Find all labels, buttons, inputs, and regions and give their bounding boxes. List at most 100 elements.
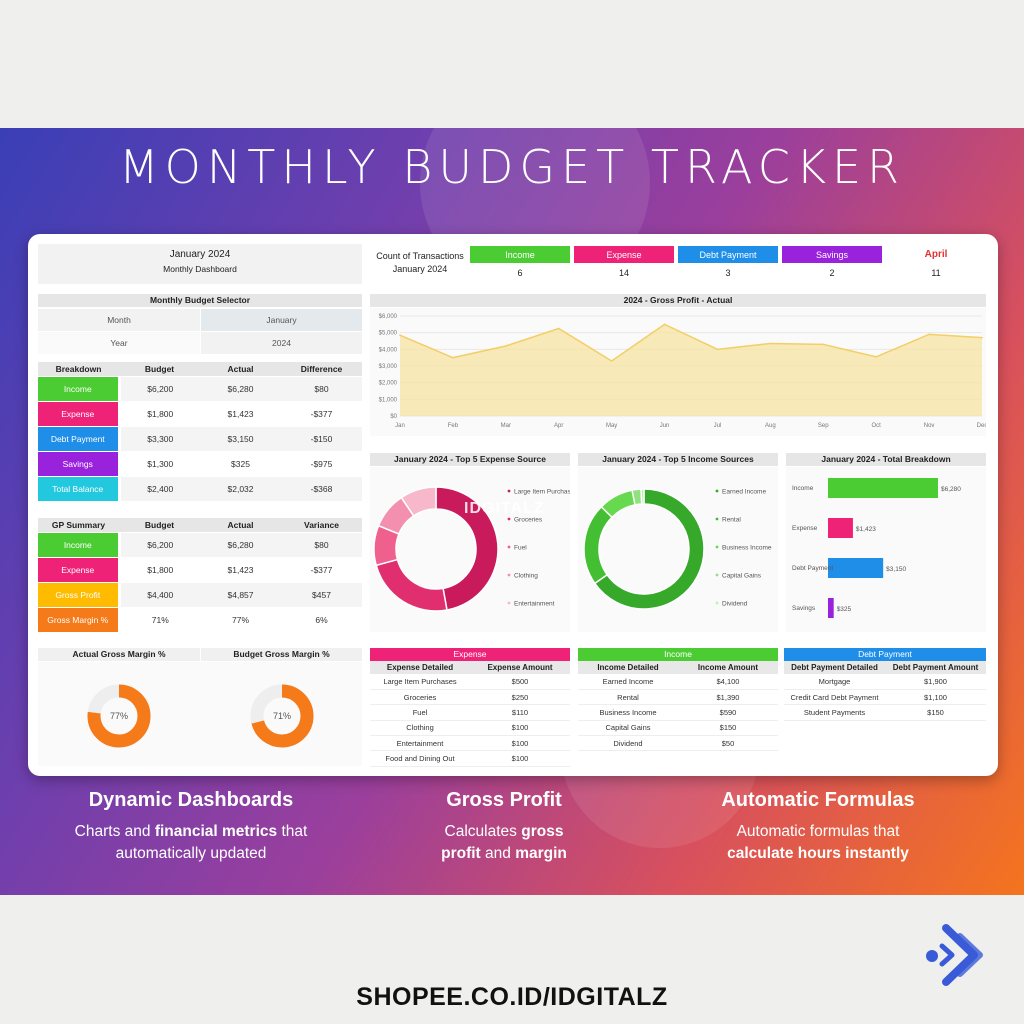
data-point <box>505 345 507 347</box>
legend-label: Business Income <box>722 545 772 552</box>
expense-band: Expense <box>370 648 570 661</box>
row-amount: $150 <box>678 720 778 737</box>
x-tick-label: Sep <box>818 423 829 429</box>
row-budget: 71% <box>119 607 200 633</box>
table-row: Gross Profit $4,400 $4,857 $457 <box>38 582 362 608</box>
table-row: Large Item Purchases $500 <box>370 674 570 690</box>
table-row: Expense $1,800 $1,423 -$377 <box>38 401 362 427</box>
row-label: Fuel <box>370 704 470 721</box>
pie-slice <box>593 488 705 610</box>
row-label: Mortgage <box>784 674 885 690</box>
table-header: Difference <box>281 362 362 377</box>
table-header: Budget <box>119 362 200 377</box>
table-header: Debt Payment Detailed <box>784 661 885 674</box>
feature-gp-text: Calculates gross profit and margin <box>441 823 567 862</box>
area-line <box>399 323 983 362</box>
category-label: Income <box>792 485 814 492</box>
data-point <box>399 334 401 336</box>
table-row: Capital Gains $150 <box>578 720 778 737</box>
table-header: GP Summary <box>38 518 119 533</box>
bar <box>828 558 884 578</box>
table-header: Expense Amount <box>470 661 570 674</box>
data-point <box>981 336 983 339</box>
x-tick-label: Aug <box>765 423 776 429</box>
table-row: Earned Income $4,100 <box>578 674 778 690</box>
row-amount: $50 <box>678 735 778 752</box>
row-label: Earned Income <box>578 674 678 690</box>
table-row: Debt Payment $3,300 $3,150 -$150 <box>38 426 362 452</box>
april-value: 11 <box>931 268 941 278</box>
table-header: Income Detailed <box>578 661 678 674</box>
count-label: Count of Transactions <box>376 251 464 261</box>
pie-slice <box>435 486 499 611</box>
selector-title: Monthly Budget Selector <box>38 294 362 307</box>
data-label: $6,280 <box>941 486 961 493</box>
category-label: Savings <box>792 605 816 612</box>
area-series <box>400 324 982 416</box>
table-row: Total Balance $2,400 $2,032 -$368 <box>38 476 362 502</box>
row-label: Dividend <box>578 735 678 752</box>
row-amount: $100 <box>470 735 570 752</box>
row-label: Gross Margin % <box>38 607 121 633</box>
legend-marker <box>507 545 511 549</box>
table-row: Gross Margin % 71% 77% 6% <box>38 607 362 633</box>
bar <box>828 598 834 618</box>
row-amount: $100 <box>470 750 570 767</box>
budget-gauge-value: 71% <box>273 711 291 721</box>
table-header: Variance <box>281 518 362 533</box>
x-tick-label: Dec <box>977 423 986 429</box>
data-label: $325 <box>837 606 852 613</box>
gauge-area: 77% 71% <box>38 662 362 766</box>
row-amount: $1,900 <box>885 674 986 690</box>
x-tick-label: Jun <box>660 423 670 429</box>
feature-formulas-title: Automatic Formulas <box>721 789 915 811</box>
actual-gauge-value: 77% <box>110 711 128 721</box>
legend-label: Dividend <box>722 601 748 608</box>
income-detail: Income Income Detailed Income Amount Earne… <box>578 648 778 752</box>
dashboard-title-box: January 2024 Monthly Dashboard <box>38 244 362 284</box>
row-label: Business Income <box>578 704 678 721</box>
legend-label: Large Item Purchases <box>514 489 570 496</box>
actual-gm-title: Actual Gross Margin % <box>38 648 200 661</box>
income-donut-title: January 2024 - Top 5 Income Sources <box>578 453 778 466</box>
budget-gauge-arc <box>250 684 314 748</box>
expense-detail: Expense Expense Detailed Expense Amount La… <box>370 648 570 767</box>
count-header-savings: Savings <box>782 246 882 263</box>
data-point <box>452 356 454 359</box>
row-actual: 77% <box>200 607 281 633</box>
row-label: Gross Profit <box>38 582 121 608</box>
footer-url[interactable]: SHOPEE.CO.ID/IDGITALZ <box>356 983 668 1011</box>
row-diff: $80 <box>281 376 362 402</box>
data-point <box>610 360 613 362</box>
april-label: April <box>924 249 948 260</box>
row-label: Income <box>38 376 121 402</box>
x-tick-label: Mar <box>501 423 511 429</box>
row-label: Large Item Purchases <box>370 674 470 690</box>
count-header-debt-payment: Debt Payment <box>678 246 778 263</box>
row-amount: $500 <box>470 674 570 690</box>
legend-marker <box>715 489 719 493</box>
dashboard-panel: January 2024 Monthly Dashboard Count of … <box>28 234 998 776</box>
y-tick-label: $5,000 <box>379 331 398 337</box>
y-tick-label: $1,000 <box>379 397 398 403</box>
row-label: Savings <box>38 451 121 477</box>
legend-marker <box>715 601 719 605</box>
year-select[interactable]: 2024 <box>201 332 362 354</box>
data-point <box>557 327 560 330</box>
row-amount: $590 <box>678 704 778 721</box>
legend-label: Rental <box>722 517 741 524</box>
table-row: Savings $1,300 $325 -$975 <box>38 451 362 477</box>
row-budget: $6,200 <box>119 376 200 402</box>
row-amount: $150 <box>885 704 986 721</box>
breakdown-bar-title: January 2024 - Total Breakdown <box>786 453 986 466</box>
row-diff: 6% <box>281 607 362 633</box>
row-amount: $100 <box>470 720 570 737</box>
feature-dashboards-text: Charts and financial metrics that automat… <box>74 823 308 862</box>
debt-detail: Debt Payment Debt Payment Detailed Debt P… <box>784 648 986 721</box>
legend-label: Clothing <box>514 573 538 580</box>
row-label: Groceries <box>370 689 470 706</box>
month-select[interactable]: January <box>201 309 362 331</box>
legend-marker <box>715 517 719 521</box>
area-chart: $0 $1,000 $2,000 $3,000 $4,000 $5,000 $6,000 Ja… <box>370 308 987 436</box>
page-title: MONTHLY BUDGET TRACKER <box>118 140 906 194</box>
